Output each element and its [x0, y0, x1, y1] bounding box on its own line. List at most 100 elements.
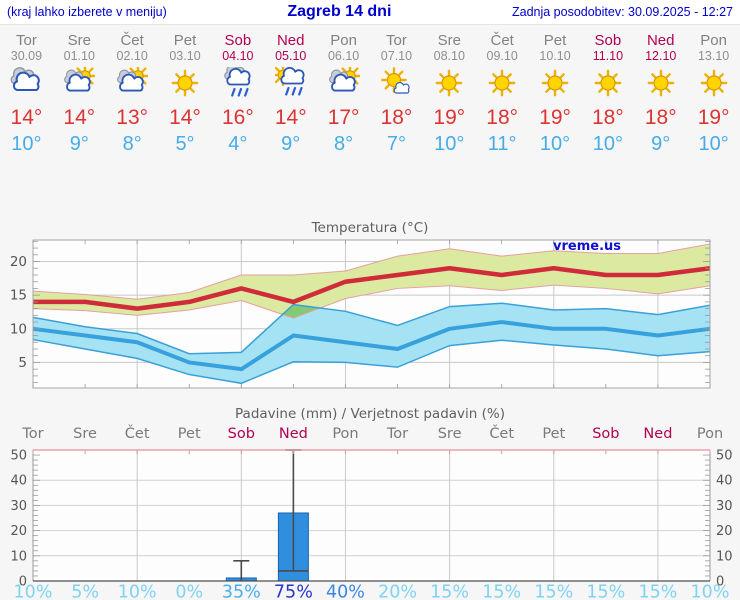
low-temp: 4° [228, 133, 248, 155]
sun-cloud-icon [328, 67, 360, 92]
sun-cloud-icon [117, 67, 149, 92]
low-temp: 11° [487, 133, 517, 155]
forecast-day: Ned 05.10 14° 9° [264, 27, 317, 172]
precip-probability-label: 10% [118, 583, 157, 600]
sunny-icon [594, 69, 622, 97]
precip-day-label: Čet [489, 424, 514, 442]
precip-y-tick-label-right: 40 [716, 474, 733, 489]
precip-day-label: Sob [592, 426, 619, 442]
precip-y-tick-label-right: 0 [716, 575, 724, 590]
sun-cloud-icon [64, 67, 96, 92]
last-update-label: Zadnja posodobitev: 30.09.2025 - 12:27 [511, 5, 733, 19]
day-name-label: Čet [120, 32, 144, 49]
forecast-day: Sob 11.10 18° 10° [581, 27, 634, 172]
high-temp: 18° [592, 106, 624, 129]
high-temp-line [33, 266, 711, 311]
precip-probability-label: 15% [534, 583, 573, 600]
precip-probability-label: 10% [691, 583, 730, 600]
weather-icon-slot [264, 67, 317, 103]
high-temp: 14° [10, 106, 43, 129]
precip-y-tick-label-right: 20 [716, 524, 733, 539]
cloudy-icon [11, 67, 41, 91]
precip-day-label: Pet [542, 426, 565, 442]
day-date-label: 06.10 [327, 49, 360, 63]
precip-chart-title: Padavine (mm) / Verjetnost padavin (%) [235, 406, 505, 422]
header-bar: (kraj lahko izberete v meniju) Zagreb 14… [0, 0, 740, 25]
day-date-label: 08.10 [433, 49, 465, 63]
forecast-day: Pet 10.10 19° 10° [529, 27, 582, 172]
watermark-link[interactable]: vreme.us [553, 239, 621, 254]
day-date-label: 07.10 [380, 49, 413, 63]
weather-icon-slot [317, 67, 370, 103]
day-date-label: 13.10 [697, 49, 730, 63]
low-temp: 8° [122, 133, 142, 155]
low-temp: 7° [386, 133, 406, 155]
high-temp: 14° [169, 106, 201, 129]
forecast-day: Sre 08.10 19° 10° [423, 27, 476, 172]
weather-icon-slot [106, 67, 159, 103]
precip-y-tick-label-right: 10 [716, 549, 733, 564]
high-temp: 16° [221, 106, 254, 129]
low-temp-line [32, 320, 711, 372]
day-date-label: 12.10 [645, 49, 677, 63]
low-temp: 10° [434, 133, 465, 155]
low-temp: 9° [69, 133, 89, 155]
day-date-label: 10.10 [539, 49, 571, 63]
precip-y-tick-label-left: 40 [10, 474, 27, 489]
weather-icon-slot [53, 67, 106, 103]
day-name-label: Ned [276, 32, 305, 49]
rain-icon [224, 67, 251, 97]
forecast-day: Pon 13.10 19° 10° [687, 27, 740, 172]
precip-day-label: Sre [73, 426, 97, 442]
low-temp: 9° [651, 133, 671, 155]
precip-probability-label: 35% [222, 583, 261, 600]
page-title: Zagreb 14 dni [287, 3, 392, 20]
day-name-label: Sob [224, 32, 252, 49]
precip-probability-label: 40% [326, 583, 365, 600]
precip-day-label: Čet [125, 424, 150, 442]
precip-day-label: Sre [438, 426, 462, 442]
day-date-label: 09.10 [486, 49, 518, 63]
day-name-label: Pet [173, 32, 197, 49]
temp-y-tick-label: 5 [18, 355, 27, 371]
precip-y-tick-label-left: 50 [10, 449, 27, 464]
precip-day-label: Pon [332, 426, 358, 442]
low-temp: 10° [592, 133, 623, 155]
sunny-icon [647, 69, 675, 97]
day-name-label: Ned [646, 32, 675, 49]
forecast-day: Ned 12.10 18° 9° [634, 27, 687, 172]
temperature-chart: 5 10 15 20 Temperatura (°C) vreme.us [10, 220, 711, 389]
weather-icon-slot [370, 67, 423, 103]
high-temp: 19° [539, 106, 571, 129]
day-date-label: 05.10 [275, 49, 307, 63]
sun-rain-icon [274, 67, 305, 96]
precip-probability-label: 20% [378, 583, 417, 600]
day-name-label: Čet [490, 32, 514, 49]
precip-day-label: Tor [21, 426, 43, 442]
forecast-day: Tor 30.09 14° 10° [0, 27, 53, 172]
weather-icon-slot [211, 67, 264, 103]
weather-icon-slot [581, 67, 634, 103]
day-name-label: Pon [330, 32, 357, 49]
forecast-day: Sre 01.10 14° 9° [53, 27, 106, 172]
forecast-day: Pon 06.10 17° 8° [317, 27, 370, 172]
precip-day-label: Sob [228, 426, 255, 442]
sunny-icon [488, 69, 516, 97]
weather-icon-slot [529, 67, 582, 103]
forecast-day: Čet 02.10 13° 8° [106, 27, 159, 172]
precip-probability-label: 0% [175, 583, 203, 600]
forecast-day: Sob 04.10 16° 4° [211, 27, 264, 172]
high-temp: 13° [116, 106, 149, 129]
day-name-label: Pon [700, 32, 727, 49]
forecast-day: Pet 03.10 14° 5° [159, 27, 212, 172]
forecast-day: Tor 07.10 18° 7° [370, 27, 423, 172]
precip-day-label: Pon [697, 426, 723, 442]
weather-icon-slot [634, 67, 687, 103]
precip-probability-label: 10% [14, 583, 53, 600]
temp-chart-title: Temperatura (°C) [311, 220, 429, 236]
precip-day-label: Tor [386, 426, 408, 442]
precip-y-tick-label-left: 20 [10, 524, 27, 539]
precip-day-label: Pet [178, 426, 201, 442]
weather-icon-slot [476, 67, 529, 103]
